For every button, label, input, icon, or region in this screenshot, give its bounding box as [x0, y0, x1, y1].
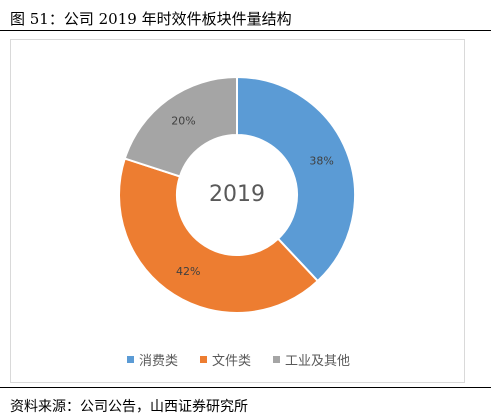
donut-center-label: 2019	[209, 182, 265, 207]
legend-label-2: 文件类	[211, 354, 251, 369]
legend-label-1: 消费类	[138, 354, 178, 369]
donut-slice-1	[236, 75, 356, 283]
slice-label-1: 38%	[309, 155, 333, 168]
chart-frame: 38% 42% 20% 2019 消费类 文件类 工业及其他	[10, 39, 465, 383]
slice-label-2: 42%	[176, 265, 200, 278]
donut-slice-3	[123, 75, 238, 178]
legend-item-1: 消费类	[126, 350, 178, 369]
donut-slice-2	[118, 157, 320, 314]
legend-item-3: 工业及其他	[273, 350, 350, 369]
legend-swatch-2	[199, 356, 207, 363]
figure-caption: 图 51：公司 2019 年时效件板块件量结构	[10, 10, 292, 28]
chart-legend: 消费类 文件类 工业及其他	[11, 350, 466, 369]
source-note: 资料来源：公司公告，山西证券研究所	[10, 399, 248, 415]
slice-label-3: 20%	[171, 114, 195, 127]
donut-chart: 38% 42% 20% 2019	[118, 75, 356, 314]
legend-swatch-3	[273, 356, 280, 363]
legend-swatch-1	[126, 356, 134, 363]
top-rule	[0, 30, 491, 31]
legend-label-3: 工业及其他	[285, 354, 351, 369]
legend-item-2: 文件类	[199, 350, 251, 369]
bottom-rule	[0, 387, 491, 388]
